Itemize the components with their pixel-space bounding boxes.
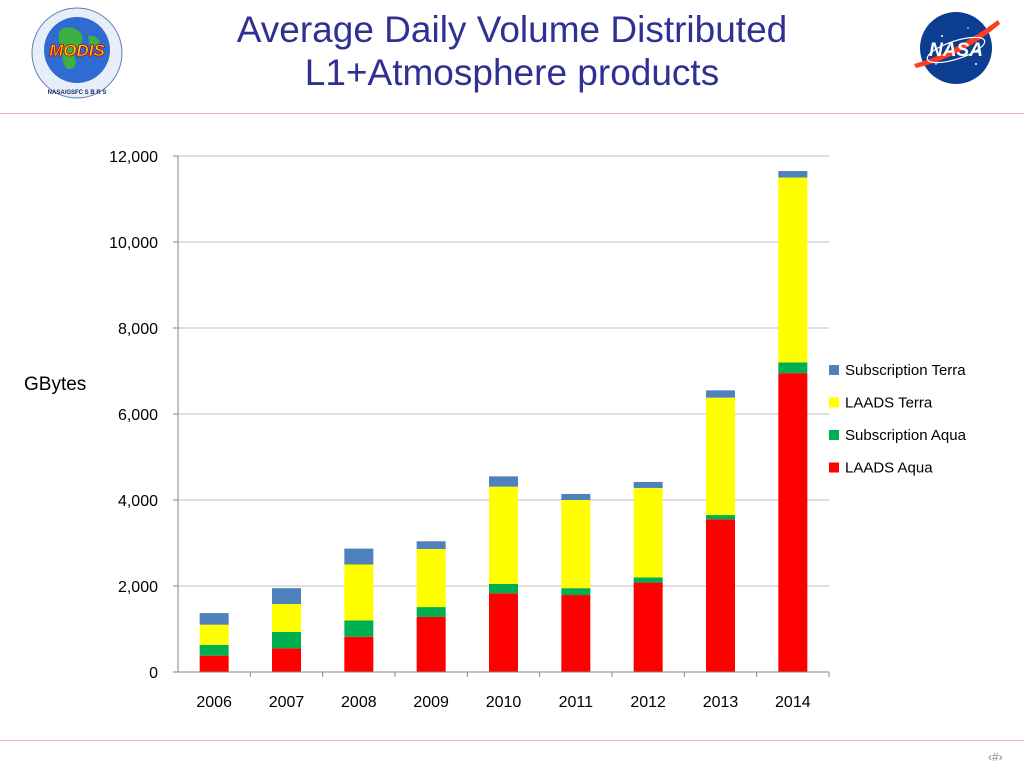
bar-segment-laads-terra-2011 (561, 500, 591, 589)
bar-segment-laads-aqua-2009 (416, 616, 446, 672)
bar-segment-subscription-aqua-2009 (416, 607, 446, 617)
modis-logo-ring-text: NASA/GSFC S B R S (48, 90, 107, 96)
x-tick-label: 2007 (269, 694, 305, 711)
y-tick-label: 4,000 (118, 493, 158, 510)
bar-segment-laads-terra-2014 (778, 177, 808, 363)
bar-segment-subscription-terra-2011 (561, 493, 591, 500)
legend-label: LAADS Terra (845, 395, 933, 412)
bar-segment-subscription-aqua-2008 (344, 620, 374, 637)
modis-logo-text: MODIS (49, 41, 105, 60)
bar-segment-laads-terra-2010 (489, 486, 518, 584)
bar-segment-subscription-terra-2007 (272, 588, 301, 605)
bar-segment-subscription-aqua-2010 (489, 583, 518, 594)
y-tick-label: 2,000 (118, 579, 158, 596)
x-tick-label: 2010 (486, 694, 522, 711)
axes (173, 155, 830, 677)
bar-segment-subscription-terra-2006 (199, 613, 229, 625)
bar-segment-subscription-aqua-2013 (706, 515, 735, 520)
bar-segment-subscription-terra-2010 (489, 476, 518, 487)
bar-segment-laads-terra-2006 (199, 624, 229, 645)
y-tick-labels: 0 2,000 4,000 6,000 8,000 10,000 12,000 (109, 149, 158, 682)
y-tick-label: 0 (149, 665, 158, 682)
bar-segment-laads-aqua-2012 (633, 582, 663, 672)
legend-swatch (829, 397, 839, 408)
bar-segment-laads-aqua-2014 (778, 373, 808, 672)
x-tick-labels: 2006 2007 2008 2009 2010 2011 2012 2013 2014 (196, 694, 810, 711)
bar-segment-laads-terra-2013 (706, 397, 735, 516)
bar-segment-subscription-aqua-2007 (272, 632, 301, 649)
nasa-logo: NASA (914, 12, 1000, 84)
legend-swatch (829, 430, 839, 440)
bar-segment-laads-aqua-2013 (706, 519, 735, 672)
bar-segment-laads-aqua-2007 (272, 648, 301, 672)
footer-divider (0, 740, 1024, 741)
bar-segment-subscription-aqua-2014 (778, 362, 808, 374)
header-divider (0, 113, 1024, 114)
bar-segment-subscription-aqua-2012 (633, 577, 663, 583)
bar-segment-laads-aqua-2006 (199, 655, 229, 672)
bar-segment-subscription-aqua-2011 (561, 588, 591, 596)
x-tick-label: 2012 (630, 694, 666, 711)
bar-segment-laads-aqua-2010 (489, 593, 518, 672)
slide-title: Average Daily Volume Distributed L1+Atmo… (170, 8, 854, 94)
legend-label: Subscription Terra (845, 362, 966, 379)
bar-segment-laads-terra-2012 (633, 487, 663, 578)
x-tick-label: 2006 (196, 694, 232, 711)
nasa-logo-text: NASA (929, 40, 983, 61)
bar-segment-laads-terra-2008 (344, 564, 374, 621)
y-axis-label: GBytes (24, 374, 86, 395)
legend-swatch (829, 365, 839, 375)
bar-segment-laads-aqua-2011 (561, 595, 591, 672)
modis-logo: MODIS NASA/GSFC S B R S (31, 7, 123, 99)
title-line-2: L1+Atmosphere products (304, 52, 720, 93)
legend-label: Subscription Aqua (845, 427, 967, 444)
bar-segment-laads-terra-2007 (272, 604, 301, 633)
x-tick-label: 2009 (413, 694, 449, 711)
legend-swatch (829, 462, 839, 473)
y-tick-label: 12,000 (109, 149, 158, 166)
y-tick-label: 8,000 (118, 321, 158, 338)
bar-segment-subscription-terra-2012 (633, 481, 663, 488)
bar-segment-subscription-terra-2009 (416, 541, 446, 550)
y-tick-label: 10,000 (109, 235, 158, 252)
x-tick-label: 2014 (775, 694, 811, 711)
y-tick-label: 6,000 (118, 407, 158, 424)
page-number: ‹#› (988, 750, 1003, 764)
title-line-1: Average Daily Volume Distributed (236, 9, 788, 50)
bars (199, 171, 808, 672)
legend-label: LAADS Aqua (845, 460, 933, 477)
bar-segment-subscription-aqua-2006 (199, 644, 229, 656)
bar-segment-laads-terra-2009 (416, 549, 446, 608)
bar-segment-subscription-terra-2013 (706, 390, 735, 398)
bar-segment-subscription-terra-2014 (778, 171, 808, 178)
x-tick-label: 2013 (703, 694, 739, 711)
legend: Subscription Terra LAADS Terra Subscriptio… (829, 362, 967, 477)
x-tick-label: 2008 (341, 694, 377, 711)
x-tick-label: 2011 (559, 694, 594, 711)
bar-segment-subscription-terra-2008 (344, 548, 374, 565)
bar-segment-laads-aqua-2008 (344, 636, 374, 672)
